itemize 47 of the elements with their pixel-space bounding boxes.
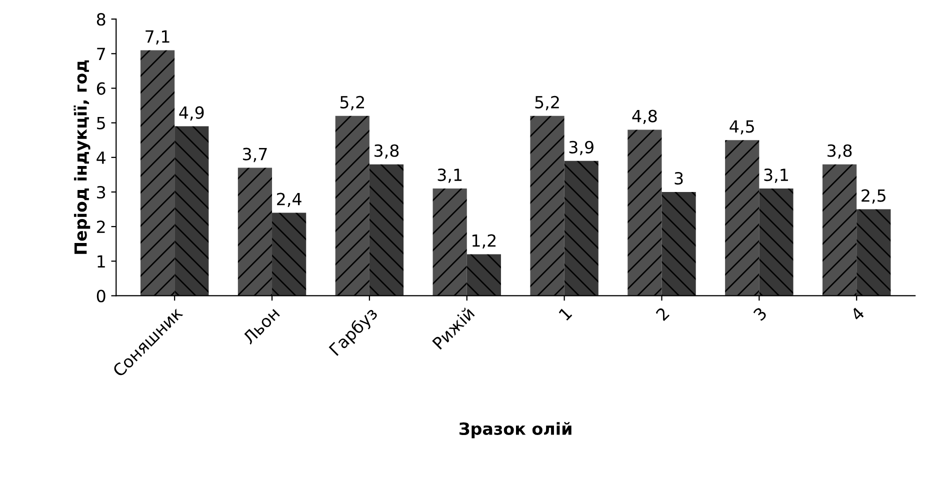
x-tick-label: 2 xyxy=(655,306,670,322)
bar xyxy=(725,140,760,296)
bar xyxy=(272,212,306,296)
y-tick-label: 1 xyxy=(98,255,105,268)
bar xyxy=(662,192,696,296)
y-tick-label: 4 xyxy=(96,152,106,164)
y-tick-label: 0 xyxy=(96,290,106,302)
y-tick-label: 2 xyxy=(97,220,105,233)
x-tick-label: 1 xyxy=(558,306,572,321)
data-label: 5,2 xyxy=(535,96,559,110)
bar xyxy=(564,160,598,296)
bar xyxy=(369,164,404,296)
data-label: 2,4 xyxy=(277,192,302,208)
bar xyxy=(174,126,209,296)
bar xyxy=(856,209,891,296)
data-label: 3,9 xyxy=(569,140,594,156)
bar xyxy=(759,188,794,296)
bar xyxy=(628,130,662,296)
data-label: 7,1 xyxy=(146,30,170,45)
data-label: 4,8 xyxy=(632,110,657,124)
bar xyxy=(335,116,370,296)
data-label: 4,9 xyxy=(179,106,204,121)
bar xyxy=(822,164,857,296)
data-label: 2,5 xyxy=(862,189,886,204)
bar xyxy=(530,116,564,296)
y-tick-label: 3 xyxy=(97,186,106,199)
data-label: 3,8 xyxy=(374,144,399,159)
data-label: 3,8 xyxy=(828,144,852,159)
data-label: 4,5 xyxy=(730,120,754,134)
data-label: 1,2 xyxy=(472,234,496,249)
y-tick-label: 5 xyxy=(97,117,105,130)
y-tick-label: 7 xyxy=(97,48,105,60)
bar xyxy=(432,188,467,296)
bar xyxy=(466,254,501,296)
y-tick-label: 6 xyxy=(96,82,106,95)
data-label: 3 xyxy=(674,172,683,185)
data-label: 3,7 xyxy=(242,148,267,162)
data-label: 5,2 xyxy=(340,96,364,110)
bar xyxy=(238,168,272,296)
y-tick-label: 8 xyxy=(96,13,106,26)
x-tick-label: 3 xyxy=(752,306,768,322)
x-axis-title: Зразок олій xyxy=(460,422,572,438)
x-tick-label: 4 xyxy=(850,306,865,322)
data-label: 3,1 xyxy=(438,168,462,183)
data-label: 3,1 xyxy=(764,168,788,183)
y-axis-title: Період індукції, год xyxy=(74,60,90,254)
bar xyxy=(140,50,175,296)
